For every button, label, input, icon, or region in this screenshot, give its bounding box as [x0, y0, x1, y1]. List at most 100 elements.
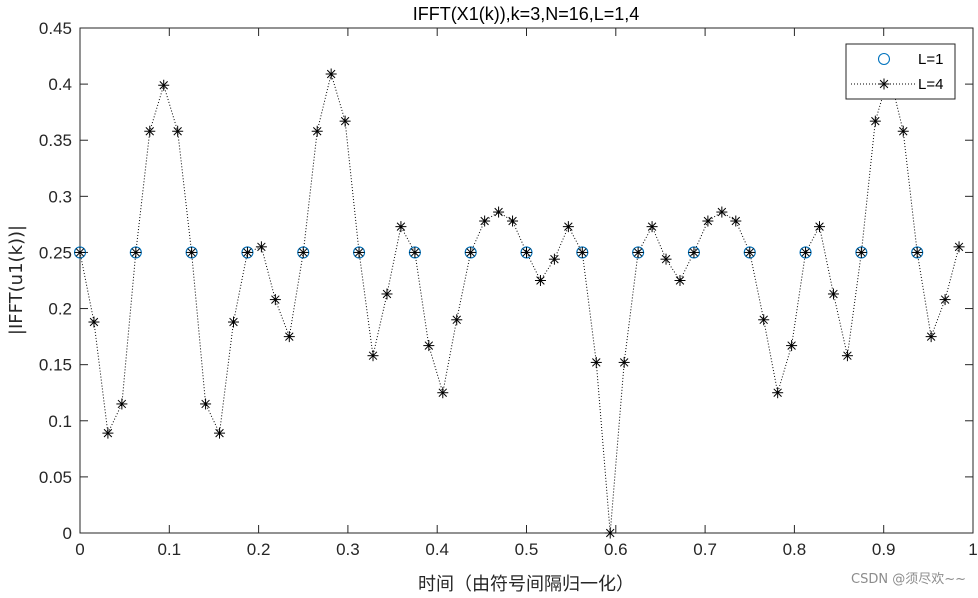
legend-marker-l4: [878, 78, 890, 90]
y-tick-label: 0.35: [39, 131, 72, 150]
plot-area: [79, 27, 974, 534]
series-l4-point: [507, 215, 519, 227]
series-l4-point: [214, 427, 226, 439]
series-l4-point: [130, 246, 142, 258]
series-l4-point: [172, 125, 184, 137]
x-axis: 0 0.1 0.2 0.3 0.4 0.5 0.6 0.7 0.8 0.9 1: [75, 28, 978, 559]
series-l4: [74, 68, 965, 539]
x-tick-label: 0.3: [336, 540, 360, 559]
series-l4-point: [465, 246, 477, 258]
series-l4-point: [521, 246, 532, 258]
series-l4-point: [827, 288, 839, 300]
series-l4-point: [772, 387, 784, 399]
watermark: CSDN @须尽欢~~: [851, 572, 966, 587]
series-l4-point: [255, 241, 267, 253]
y-tick-label: 0.2: [48, 300, 72, 319]
y-tick-label: 0.1: [48, 412, 72, 431]
x-tick-label: 0.1: [157, 540, 181, 559]
series-l4-point: [325, 68, 337, 80]
x-tick-label: 1: [968, 540, 977, 559]
series-l4-point: [911, 246, 923, 258]
series-l4-point: [269, 294, 281, 306]
x-tick-label: 0.9: [872, 540, 896, 559]
series-l4-point: [437, 387, 449, 399]
chart-title: IFFT(X1(k)),k=3,N=16,L=1,4: [413, 4, 640, 24]
series-l4-point: [144, 125, 156, 137]
series-l4-point: [423, 340, 435, 352]
series-l4-point: [74, 246, 86, 258]
axes-box: [79, 27, 974, 534]
series-l4-point: [800, 246, 812, 258]
series-l4-point: [479, 215, 491, 227]
series-l4-point: [688, 246, 700, 258]
series-l4-point: [493, 206, 505, 218]
series-l4-point: [227, 316, 239, 328]
series-l4-point: [869, 115, 881, 127]
series-l4-point: [311, 125, 323, 137]
series-l4-point: [939, 294, 951, 306]
series-l4-point: [200, 398, 212, 410]
series-l4-point: [116, 398, 128, 410]
legend-label-l4: L=4: [918, 76, 943, 93]
series-l4-point: [744, 246, 756, 258]
x-tick-label: 0.2: [247, 540, 271, 559]
y-tick-label: 0.25: [39, 243, 72, 262]
series-l4-point: [590, 356, 602, 368]
series-l4-point: [381, 288, 393, 300]
y-tick-label: 0.3: [48, 187, 72, 206]
legend: L=1 L=4: [845, 43, 956, 100]
y-tick-label: 0.45: [39, 19, 72, 38]
y-tick-label: 0: [63, 524, 72, 543]
series-l4-point: [102, 427, 114, 439]
series-l4-point: [409, 246, 421, 258]
series-l4-point: [186, 246, 198, 258]
x-tick-label: 0.6: [604, 540, 628, 559]
series-l4-point: [841, 350, 853, 362]
series-l4-point: [604, 527, 616, 539]
series-l4-point: [548, 253, 560, 265]
series-l4-point: [562, 221, 574, 233]
x-tick-label: 0.7: [693, 540, 717, 559]
series-l4-point: [758, 314, 770, 326]
y-tick-label: 0.4: [48, 75, 72, 94]
series-l4-point: [88, 316, 100, 328]
y-tick-label: 0.05: [39, 468, 72, 487]
series-l4-point: [632, 246, 644, 258]
series-l4-point: [618, 356, 630, 368]
series-l4-point: [855, 246, 867, 258]
series-l4-point: [451, 314, 463, 326]
series-l4-point: [339, 115, 351, 127]
y-tick-label: 0.15: [39, 356, 72, 375]
legend-star-glyph: [878, 78, 890, 90]
series-layer: [73, 68, 965, 539]
x-axis-label: 时间（由符号间隔归一化）: [418, 574, 634, 595]
series-l4-point: [158, 79, 170, 91]
legend-box: [845, 43, 956, 100]
x-tick-label: 0: [75, 540, 84, 559]
x-tick-label: 0.8: [783, 540, 807, 559]
series-l4-point: [395, 221, 407, 233]
series-l4-point: [576, 246, 588, 258]
series-l4-point: [730, 215, 742, 227]
series-l4-point: [716, 206, 728, 218]
x-tick-label: 0.5: [515, 540, 539, 559]
series-l4-point: [367, 350, 379, 362]
legend-marker-l1: [877, 52, 891, 66]
series-l4-point: [674, 275, 686, 286]
series-l4-line: [79, 72, 960, 534]
series-l4-point: [283, 331, 295, 343]
x-tick-label: 0.4: [425, 540, 449, 559]
series-l4-point: [897, 125, 909, 137]
series-l4-point: [925, 331, 937, 343]
series-l4-point: [353, 246, 365, 258]
series-l4-point: [241, 246, 253, 258]
y-axis-label: |IFFT(u1(k))|: [6, 225, 27, 335]
series-l4-point: [953, 241, 965, 253]
y-axis: 0 0.05 0.1 0.15 0.2 0.25 0.3 0.35 0.4 0.45: [39, 19, 973, 543]
series-l4-point: [702, 215, 714, 227]
legend-label-l1: L=1: [918, 51, 943, 68]
series-l4-point: [646, 221, 658, 233]
series-l4-point: [786, 340, 798, 352]
series-l4-point: [297, 246, 309, 258]
